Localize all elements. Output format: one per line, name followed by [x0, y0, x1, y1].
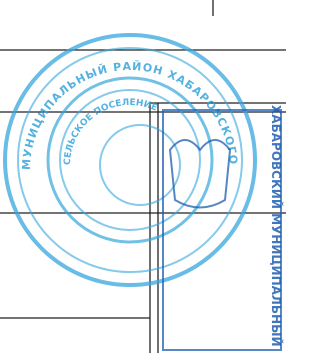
background — [0, 0, 286, 353]
scan: МУНИЦИПАЛЬНЫЙ РАЙОН ХАБАРОВСКОГО КРАЯ СЕ… — [0, 0, 286, 353]
